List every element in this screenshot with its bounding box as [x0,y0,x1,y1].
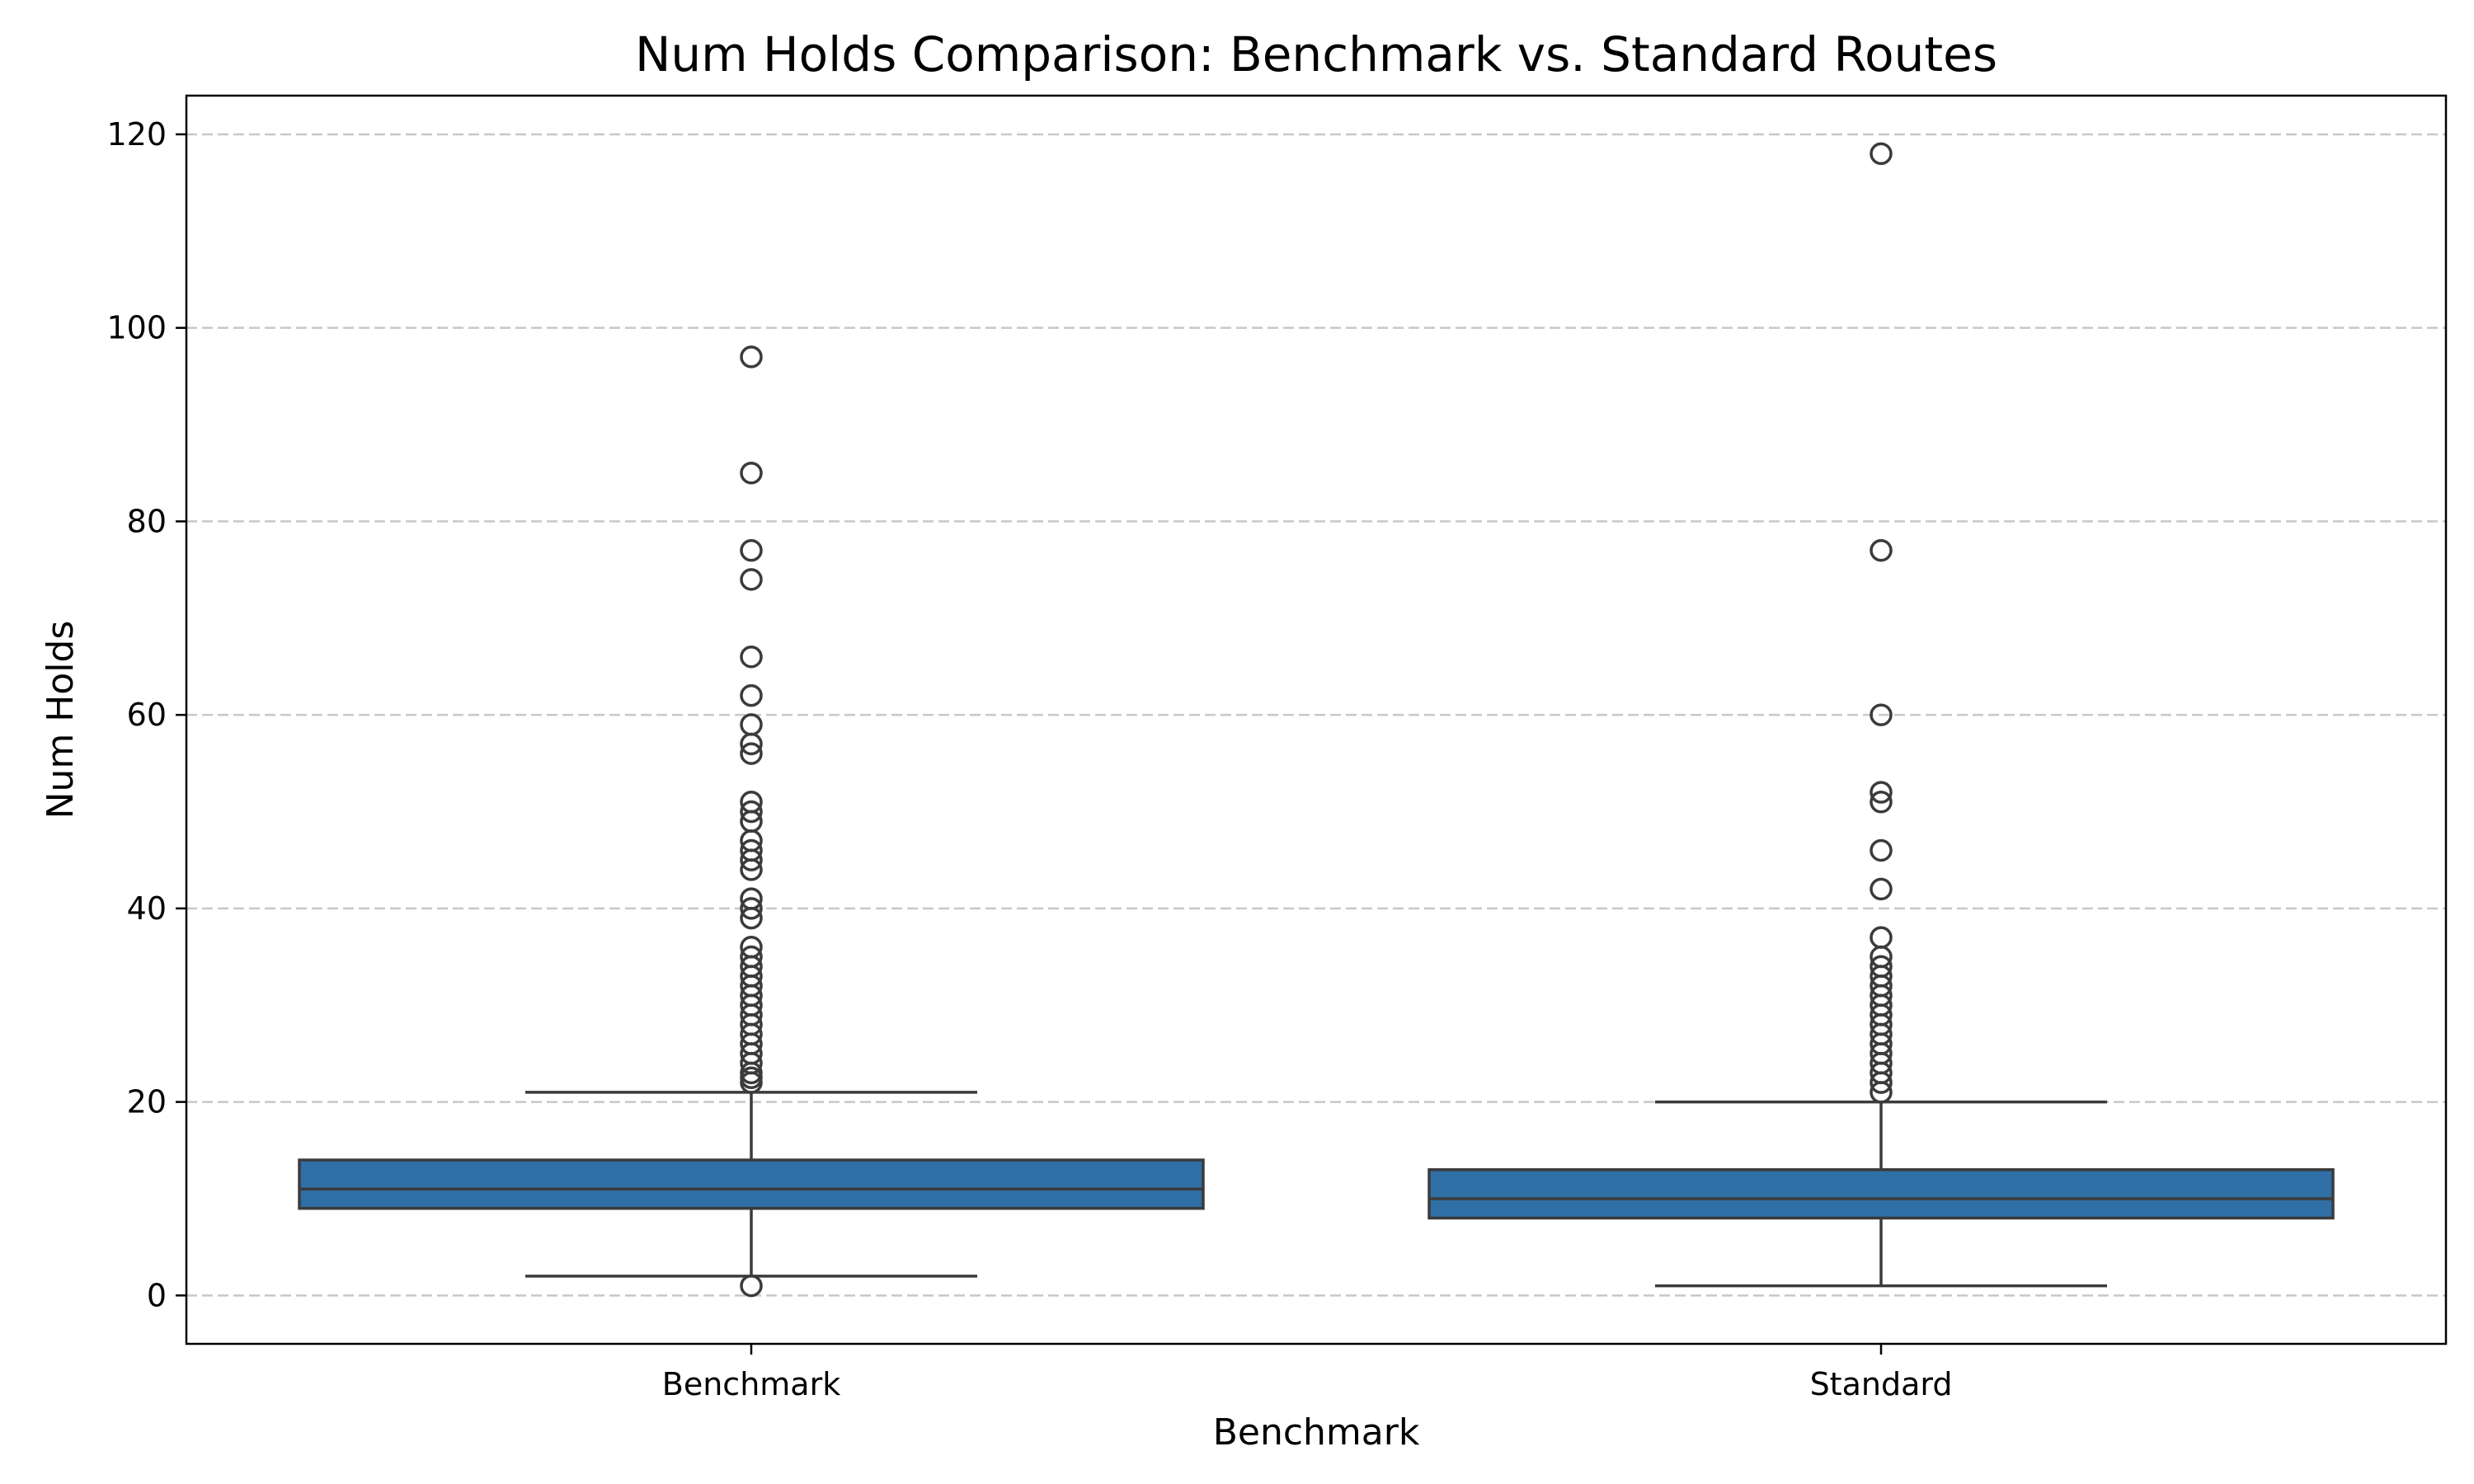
outlier-point-benchmark [740,791,763,814]
outlier-point-benchmark [740,345,763,369]
x-tick-label-standard: Standard [1810,1366,1953,1402]
iqr-box-benchmark [298,1158,1205,1210]
y-tick-label-80: 80 [127,503,167,539]
x-axis-label: Benchmark [1213,1411,1420,1453]
outlier-point-benchmark [740,838,763,862]
outlier-point-standard [1870,926,1893,949]
outlier-points [740,142,1893,1298]
outlier-point-benchmark [740,568,763,591]
outlier-point-standard [1870,791,1893,814]
outlier-point-standard [1870,781,1893,804]
outlier-point-standard [1870,877,1893,901]
outlier-point-benchmark [740,645,763,669]
y-tick-label-120: 120 [106,116,167,153]
y-tick-label-20: 20 [127,1084,167,1120]
gridlines [186,133,2446,1297]
outlier-point-benchmark [740,713,763,736]
y-axis-label: Num Holds [40,621,82,819]
outlier-point-benchmark [740,538,763,562]
outlier-point-standard [1870,838,1893,862]
outlier-point-benchmark [740,897,763,920]
chart-title: Num Holds Comparison: Benchmark vs. Stan… [635,26,1997,82]
y-tick-label-0: 0 [147,1277,167,1313]
outlier-point-standard [1870,703,1893,726]
outlier-point-benchmark [740,800,763,824]
box-group-benchmark [298,1091,1205,1278]
outlier-point-benchmark [740,887,763,910]
y-axis-ticks: 0 20 40 60 80 100 120 [106,116,186,1313]
boxes [298,1091,2335,1288]
y-tick-label-100: 100 [106,310,167,346]
plot-area-frame [185,94,2448,1345]
outlier-point-benchmark [740,1274,763,1298]
outlier-point-benchmark [740,945,763,969]
outlier-point-standard [1870,538,1893,562]
outlier-point-standard [1870,142,1893,166]
outlier-point-benchmark [740,742,763,765]
outlier-point-benchmark [740,683,763,707]
box-group-standard [1427,1100,2335,1288]
y-tick-label-60: 60 [127,697,167,733]
y-tick-label-40: 40 [127,890,167,927]
iqr-box-standard [1427,1167,2335,1220]
x-axis-ticks: Benchmark Standard [662,1344,1953,1402]
outlier-point-standard [1870,955,1893,979]
x-tick-label-benchmark: Benchmark [662,1366,840,1402]
outlier-point-benchmark [740,936,763,959]
outlier-point-benchmark [740,461,763,485]
